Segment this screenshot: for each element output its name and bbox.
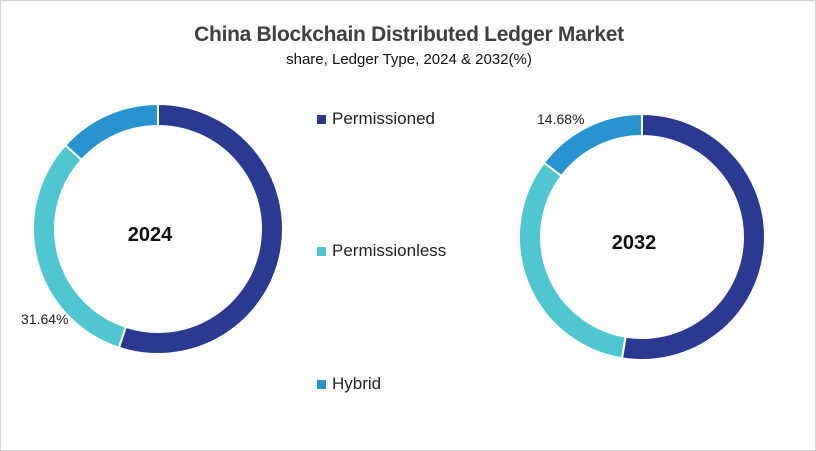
donut-center-label: 2032 <box>612 232 657 254</box>
legend-label: Permissioned <box>332 109 435 128</box>
legend-swatch <box>317 114 326 124</box>
legend-label: Hybrid <box>332 374 382 393</box>
legend-label: Permissionless <box>332 241 447 260</box>
slice-2032-permissionless <box>518 161 627 360</box>
data-label: 14.68% <box>537 111 584 127</box>
slice-2024-hybrid <box>63 102 159 162</box>
legend-swatch <box>317 246 326 256</box>
legend-swatch <box>317 379 326 389</box>
legend-item-permissioned: Permissioned <box>317 109 435 129</box>
chart-title: China Blockchain Distributed Ledger Mark… <box>194 23 624 46</box>
donut-center-label: 2024 <box>128 224 173 246</box>
data-label: 31.64% <box>21 311 68 327</box>
chart-subtitle: share, Ledger Type, 2024 & 2032(%) <box>286 51 532 68</box>
legend-item-hybrid: Hybrid <box>317 374 381 394</box>
slice-2032-hybrid <box>542 112 643 178</box>
legend-item-permissionless: Permissionless <box>317 241 446 261</box>
